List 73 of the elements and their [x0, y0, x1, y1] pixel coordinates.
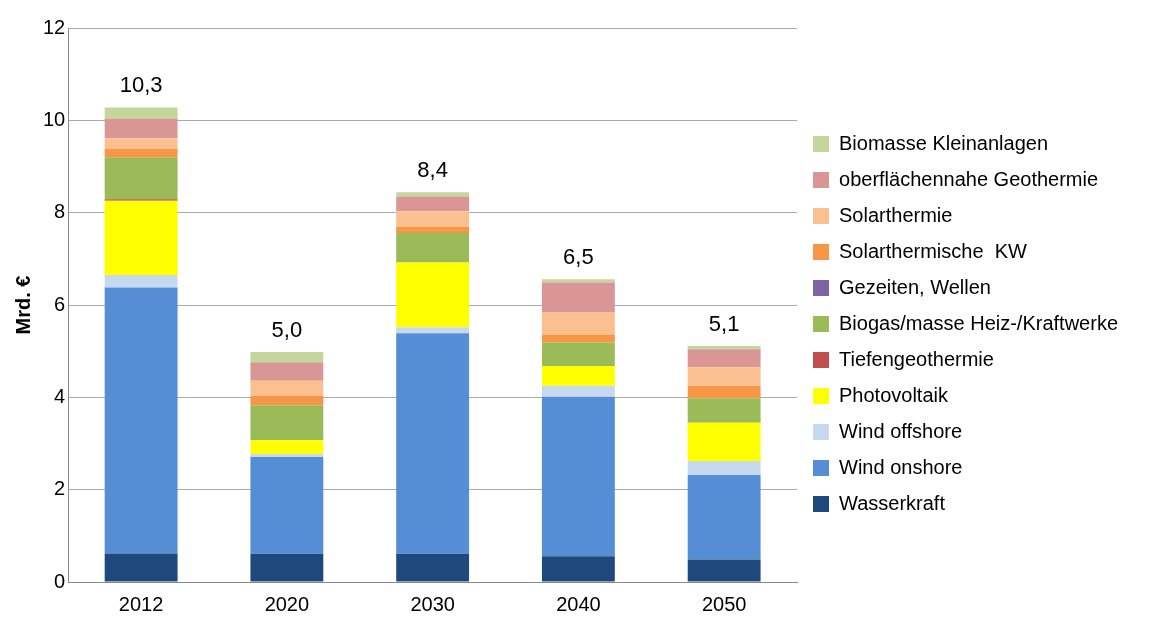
y-axis-title: Mrd. €	[11, 275, 34, 335]
bar	[541, 396, 615, 557]
bar	[687, 367, 761, 386]
bar	[104, 138, 178, 149]
bar	[104, 157, 178, 200]
bar	[687, 422, 761, 462]
y-tick-label: 6	[54, 292, 66, 315]
bar	[250, 454, 324, 457]
legend-label: Biomasse Kleinanlagen	[839, 131, 1049, 154]
bar	[541, 365, 615, 386]
bar	[250, 553, 324, 582]
bar	[687, 461, 761, 475]
bar	[396, 211, 470, 227]
bar	[541, 385, 615, 397]
total-label: 10,3	[119, 72, 163, 98]
total-label: 5,1	[708, 311, 740, 337]
bar	[396, 232, 470, 263]
legend-label: Solarthermie	[839, 203, 953, 226]
legend-label: Wind onshore	[839, 455, 963, 478]
bar	[541, 342, 615, 366]
y-tick-label: 10	[43, 107, 66, 130]
y-tick-label: 2	[54, 477, 66, 500]
bar	[396, 333, 470, 554]
bar	[541, 556, 615, 582]
legend-label: Tiefengeothermie	[839, 347, 994, 370]
x-tick-label: 2020	[264, 592, 310, 615]
legend-label: oberflächennahe Geothermie	[839, 167, 1099, 190]
bar	[104, 200, 178, 275]
bar	[541, 282, 615, 313]
x-tick-label: 2012	[118, 592, 164, 615]
bar	[396, 262, 470, 328]
y-tick-label: 12	[43, 15, 66, 38]
bar	[250, 405, 324, 441]
bar	[250, 395, 324, 406]
bar	[687, 346, 761, 350]
bar	[250, 362, 324, 381]
bar	[541, 279, 615, 283]
bar	[396, 226, 470, 233]
bar	[250, 440, 324, 455]
legend-label: Gezeiten, Wellen	[839, 275, 991, 298]
total-label: 6,5	[563, 244, 594, 270]
legend-label: Solarthermische KW	[839, 239, 1027, 262]
y-tick-label: 4	[54, 384, 66, 407]
bar	[250, 456, 324, 554]
legend-label: Biogas/masse Heiz-/Kraftwerke	[839, 311, 1118, 334]
bar	[396, 327, 470, 334]
y-tick-label: 8	[54, 200, 66, 223]
bar	[541, 312, 615, 335]
total-label: 8,4	[417, 157, 448, 183]
legend-label: Wind offshore	[839, 419, 963, 442]
bar	[104, 274, 178, 288]
bar	[687, 559, 761, 582]
total-label: 5,0	[271, 317, 303, 343]
bar	[250, 352, 324, 363]
bar	[396, 196, 470, 212]
bar	[687, 398, 761, 423]
x-tick-label: 2030	[410, 592, 455, 615]
bar	[687, 474, 761, 560]
bar	[104, 148, 178, 158]
bar	[396, 553, 470, 582]
bar	[396, 192, 470, 197]
bar	[687, 385, 761, 399]
y-tick-label: 0	[54, 569, 66, 592]
bar	[104, 118, 178, 139]
legend-label: Wasserkraft	[839, 491, 946, 514]
x-tick-label: 2040	[556, 592, 601, 615]
bar	[104, 553, 178, 582]
bar	[104, 287, 178, 554]
x-tick-label: 2050	[701, 592, 747, 615]
bar	[104, 107, 178, 119]
bar	[250, 380, 324, 396]
bar	[687, 349, 761, 368]
legend-label: Photovoltaik	[839, 383, 949, 406]
